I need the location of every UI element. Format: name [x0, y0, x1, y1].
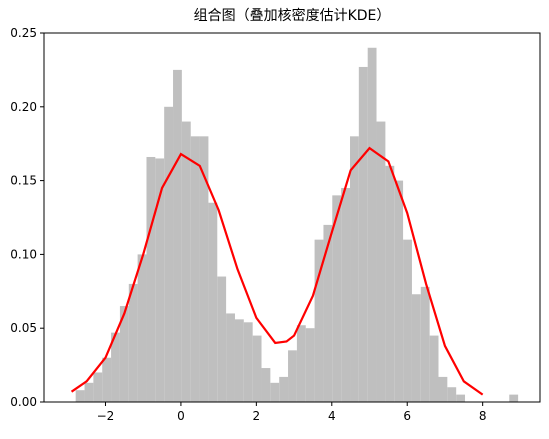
- y-tick-label: 0.25: [10, 26, 37, 40]
- bar: [75, 390, 85, 402]
- x-tick-label: 8: [479, 409, 487, 423]
- kde-line: [70, 146, 484, 396]
- bar: [358, 66, 368, 402]
- bar: [93, 372, 103, 402]
- bar: [102, 357, 112, 402]
- bar: [252, 335, 262, 402]
- bar: [146, 156, 156, 402]
- y-tick-label: 0.10: [10, 247, 37, 261]
- bar: [164, 106, 174, 403]
- x-tick-label: 0: [177, 409, 185, 423]
- bar: [350, 136, 359, 402]
- bar: [137, 254, 147, 402]
- bar: [305, 328, 315, 402]
- bar: [155, 158, 165, 402]
- bar: [420, 286, 430, 402]
- bar: [447, 387, 457, 402]
- bar: [288, 350, 297, 402]
- bar: [190, 136, 200, 402]
- bar: [403, 239, 412, 402]
- bar: [217, 276, 227, 402]
- bar: [385, 165, 395, 402]
- x-tick-label: −2: [97, 409, 115, 423]
- bar: [208, 202, 218, 402]
- bar: [411, 294, 421, 402]
- bar: [509, 394, 519, 402]
- bar: [279, 376, 289, 402]
- y-tick-label: 0.05: [10, 321, 37, 335]
- bar: [84, 382, 94, 402]
- bar: [199, 136, 209, 402]
- bar: [128, 283, 138, 402]
- bar: [296, 325, 306, 402]
- y-tick-label: 0.15: [10, 174, 37, 188]
- axes-frame: [43, 32, 541, 403]
- bar: [261, 368, 271, 402]
- bar: [270, 382, 280, 402]
- bar: [367, 47, 377, 402]
- bar: [376, 121, 386, 402]
- y-tick-label: 0.20: [10, 100, 37, 114]
- bar: [332, 195, 342, 402]
- bar: [173, 69, 182, 403]
- x-tick-label: 2: [253, 409, 261, 423]
- bar: [243, 322, 253, 402]
- bar: [226, 313, 235, 402]
- x-tick-label: 6: [403, 409, 411, 423]
- y-tick-label: 0.00: [10, 395, 37, 409]
- bar: [111, 332, 120, 402]
- bar: [429, 335, 439, 402]
- bar: [438, 376, 448, 402]
- x-tick-label: 4: [328, 409, 336, 423]
- bar: [119, 306, 129, 402]
- chart-title: 组合图（叠加核密度估计KDE）: [194, 7, 391, 24]
- bar: [456, 394, 466, 402]
- bar: [234, 319, 244, 402]
- bar: [314, 239, 324, 402]
- bar: [341, 187, 351, 402]
- bar: [394, 180, 404, 402]
- bar: [181, 121, 191, 402]
- bar: [323, 224, 333, 402]
